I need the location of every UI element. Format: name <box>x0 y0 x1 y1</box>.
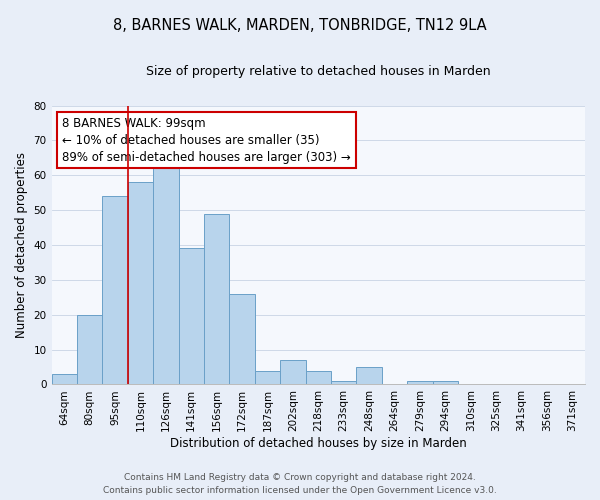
Bar <box>204 214 229 384</box>
Bar <box>229 294 255 384</box>
Bar <box>280 360 305 384</box>
Bar <box>331 381 356 384</box>
Text: Contains HM Land Registry data © Crown copyright and database right 2024.
Contai: Contains HM Land Registry data © Crown c… <box>103 473 497 495</box>
Text: 8 BARNES WALK: 99sqm
← 10% of detached houses are smaller (35)
89% of semi-detac: 8 BARNES WALK: 99sqm ← 10% of detached h… <box>62 116 351 164</box>
Bar <box>433 381 458 384</box>
Text: 8, BARNES WALK, MARDEN, TONBRIDGE, TN12 9LA: 8, BARNES WALK, MARDEN, TONBRIDGE, TN12 … <box>113 18 487 32</box>
Bar <box>128 182 153 384</box>
Bar <box>153 151 179 384</box>
Bar <box>407 381 433 384</box>
Bar <box>52 374 77 384</box>
Bar <box>356 367 382 384</box>
Bar <box>305 370 331 384</box>
Bar <box>77 314 103 384</box>
Bar <box>179 248 204 384</box>
Bar <box>255 370 280 384</box>
Y-axis label: Number of detached properties: Number of detached properties <box>15 152 28 338</box>
X-axis label: Distribution of detached houses by size in Marden: Distribution of detached houses by size … <box>170 437 467 450</box>
Title: Size of property relative to detached houses in Marden: Size of property relative to detached ho… <box>146 65 491 78</box>
Bar <box>103 196 128 384</box>
